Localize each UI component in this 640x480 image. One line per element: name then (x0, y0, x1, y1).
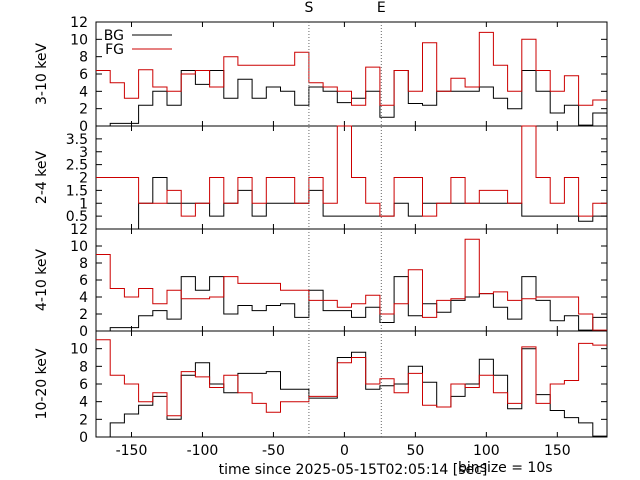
marker-e-label: E (377, 0, 386, 16)
x-tick-label: 0 (340, 443, 349, 459)
panel-frame (95, 21, 608, 127)
marker-s-label: S (304, 0, 313, 16)
y-tick-label: 10 (70, 239, 88, 255)
y-tick-label: 8 (79, 50, 88, 66)
series-bg-line (96, 276, 607, 332)
y-tick-label: 0.5 (66, 209, 88, 225)
y-tick-label: 4 (79, 84, 88, 100)
x-tick-label: -100 (187, 443, 219, 459)
y-axis-label: 10-20 keV (34, 348, 50, 419)
y-tick-label: 10 (70, 342, 88, 358)
y-tick-label: 8 (79, 359, 88, 375)
y-tick-label: 4 (79, 290, 88, 306)
x-axis: -150 -100 -50 0 50 100 150 (116, 443, 571, 459)
x-tick-label: 50 (406, 443, 424, 459)
y-tick-label: 2 (79, 102, 88, 118)
legend-fg-label: FG (105, 42, 124, 58)
y-tick-label: 6 (79, 67, 88, 83)
y-tick-label: 0 (79, 119, 88, 135)
y-tick-label: 8 (79, 256, 88, 272)
series-fg-line (96, 339, 607, 417)
y-tick-label: 0 (79, 430, 88, 446)
y-tick-label: 0 (79, 324, 88, 340)
x-tick-label: -50 (262, 443, 285, 459)
y-tick-label: 4 (79, 395, 88, 411)
x-tick-label: 100 (473, 443, 500, 459)
x-axis-label: time since 2025-05-15T02:05:14 [sec] (219, 462, 488, 478)
y-tick-label: 1 (79, 196, 88, 212)
panel-4: 0 24 6 810 10-20 keV (34, 330, 608, 446)
series-bg-line (96, 177, 607, 230)
panel-2: 0.511.522.533.5 2-4 keV (34, 125, 608, 230)
y-tick-label: 2 (79, 171, 88, 187)
y-tick-label: 12 (70, 222, 88, 238)
y-tick-label: 2 (79, 307, 88, 323)
y-tick-label: 6 (79, 377, 88, 393)
y-tick-label: 10 (70, 32, 88, 48)
series-fg-line (96, 125, 607, 217)
x-tick-label: -150 (116, 443, 148, 459)
series-fg-line (96, 31, 607, 106)
x-tick-label: 150 (544, 443, 571, 459)
y-tick-label: 12 (70, 15, 88, 31)
y-tick-label: 1.5 (66, 183, 88, 199)
binsize-label: binsize = 10s (458, 460, 553, 476)
y-tick-label: 3.5 (66, 132, 88, 148)
legend-bg-label: BG (104, 28, 124, 44)
series-fg-line (96, 238, 607, 331)
y-tick-label: 3 (79, 145, 88, 161)
y-axis-label: 4-10 keV (34, 249, 50, 311)
y-tick-label: 2.5 (66, 158, 88, 174)
y-axis-label: 2-4 keV (34, 151, 50, 205)
y-tick-label: 2 (79, 412, 88, 428)
y-axis-label: 3-10 keV (34, 43, 50, 105)
y-tick-label: 6 (79, 273, 88, 289)
